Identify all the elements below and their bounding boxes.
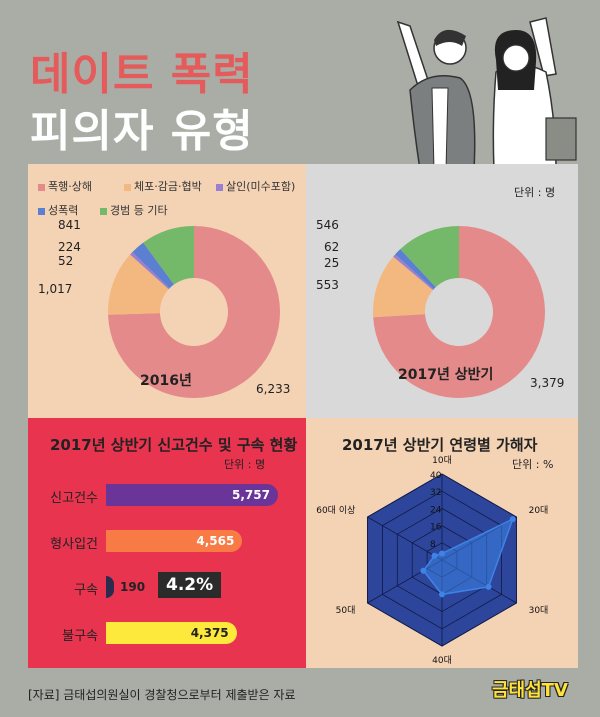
donut-slice-assault [373,226,545,398]
donut-slice-arrest [108,254,169,315]
chart-title: 2017년 상반기 신고건수 및 구속 현황 [50,436,298,454]
bar-category-label: 구속 [74,583,98,598]
radar-axis [367,516,443,561]
radar-tick-label: 40 [430,471,442,481]
unit-label: 단위 : % [512,458,554,471]
data-label-assault: 3,379 [530,376,565,390]
bar [106,576,114,598]
panel-2017-h1: 단위 : 명 546 62 25 553 3,379 2017년 상반기 [306,164,578,418]
radar-category-label: 40대 [432,655,452,666]
radar-category-label: 50대 [336,605,356,616]
radar-point [431,552,438,559]
legend-item-arrest: 체포·감금·협박 [124,178,202,194]
legend-swatch [216,183,223,191]
donut-slice-murder [393,254,434,291]
donut-slice-arrest [373,256,433,318]
radar-tick-label: 8 [430,540,436,550]
donut-center-label: 2016년 [140,373,192,389]
legend-item-other: 경범 등 기타 [100,202,168,218]
donut-chart-2016 [108,226,281,398]
donut-slice-other [400,226,459,288]
data-label-murder: 52 [58,254,74,268]
data-label-sexual: 62 [324,240,340,254]
bar-category-label: 신고건수 [50,491,98,506]
legend-swatch [100,207,107,215]
donut-center-label: 2017년 상반기 [398,367,494,383]
bar-value-label: 5,757 [232,488,270,502]
legend-label: 체포·감금·협박 [134,180,202,193]
data-label-arrest: 553 [316,278,339,292]
data-label-other: 546 [316,218,339,232]
people-illustration [396,17,577,170]
donut-slice-assault [108,226,281,398]
unit-label: 단위 : 명 [224,458,266,471]
donut-slice-sexual [395,249,436,290]
radar-tick-label: 16 [430,523,442,533]
panel-2016: 폭행·상해 체포·감금·협박 살인(미수포함) 성폭력 경범 등 기타 841 … [28,164,306,418]
legend-label: 살인(미수포함) [226,180,296,193]
bar [106,622,237,644]
chart-title: 2017년 상반기 연령별 가해자 [342,436,538,454]
unit-label: 단위 : 명 [514,186,556,199]
bar [106,484,278,506]
legend-label: 경범 등 기타 [110,204,168,217]
detention-rate-callout: 4.2% [158,572,222,598]
radar-category-label: 60대 이상 [316,505,355,516]
radar-tick-label: 24 [430,505,442,515]
legend-item-sexual: 성폭력 [38,202,78,218]
panel-age: 2017년 상반기 연령별 가해자 단위 : % 8 16 24 32 40 10대 20대… [306,418,578,668]
panel-reports: 2017년 상반기 신고건수 및 구속 현황 단위 : 명 신고건수 5,757 형… [28,418,306,668]
bar-value-label: 4,375 [190,626,229,640]
radar-point [485,583,492,590]
bar-category-label: 불구속 [62,629,98,644]
radar-point [420,567,427,574]
title-line-1: 데이트 폭력 [30,49,254,100]
legend-swatch [38,183,45,191]
data-label-other: 841 [58,218,81,232]
radar-category-label: 20대 [529,505,549,516]
radar-chart: 8 16 24 32 40 10대 20대 30대 40대 50대 60대 이상 [316,455,549,666]
radar-point [509,516,516,523]
legend-item-murder: 살인(미수포함) [216,178,295,194]
legend-item-assault: 폭행·상해 [38,178,92,194]
bar-value-label: 4,565 [196,534,235,548]
radar-point [439,550,445,557]
radar-category-label: 10대 [432,455,452,466]
source-footnote: [자료] 금태섭의원실이 경찰청으로부터 제출받은 자료 [28,688,296,702]
radar-tick-label: 32 [430,488,441,498]
legend-label: 성폭력 [48,204,79,217]
legend-label: 폭행·상해 [48,180,92,193]
bar [106,530,243,552]
radar-point [439,591,445,598]
bar-value-label: 190 [120,580,146,594]
data-label-assault: 6,233 [256,382,291,396]
data-label-murder: 25 [324,256,340,270]
donut-chart-2017 [373,226,545,398]
donut-slice-other [143,226,194,285]
data-label-sexual: 224 [58,240,81,254]
channel-logo: 금태섭TV [492,680,568,701]
donut-slice-murder [130,252,170,290]
radar-category-label: 30대 [529,605,549,616]
title-line-2: 피의자 유형 [30,106,254,157]
legend-swatch [124,183,131,191]
donut-slice-sexual [132,242,174,289]
bar-category-label: 형사입건 [50,537,98,552]
legend-swatch [38,207,45,215]
data-label-arrest: 1,017 [38,282,73,296]
